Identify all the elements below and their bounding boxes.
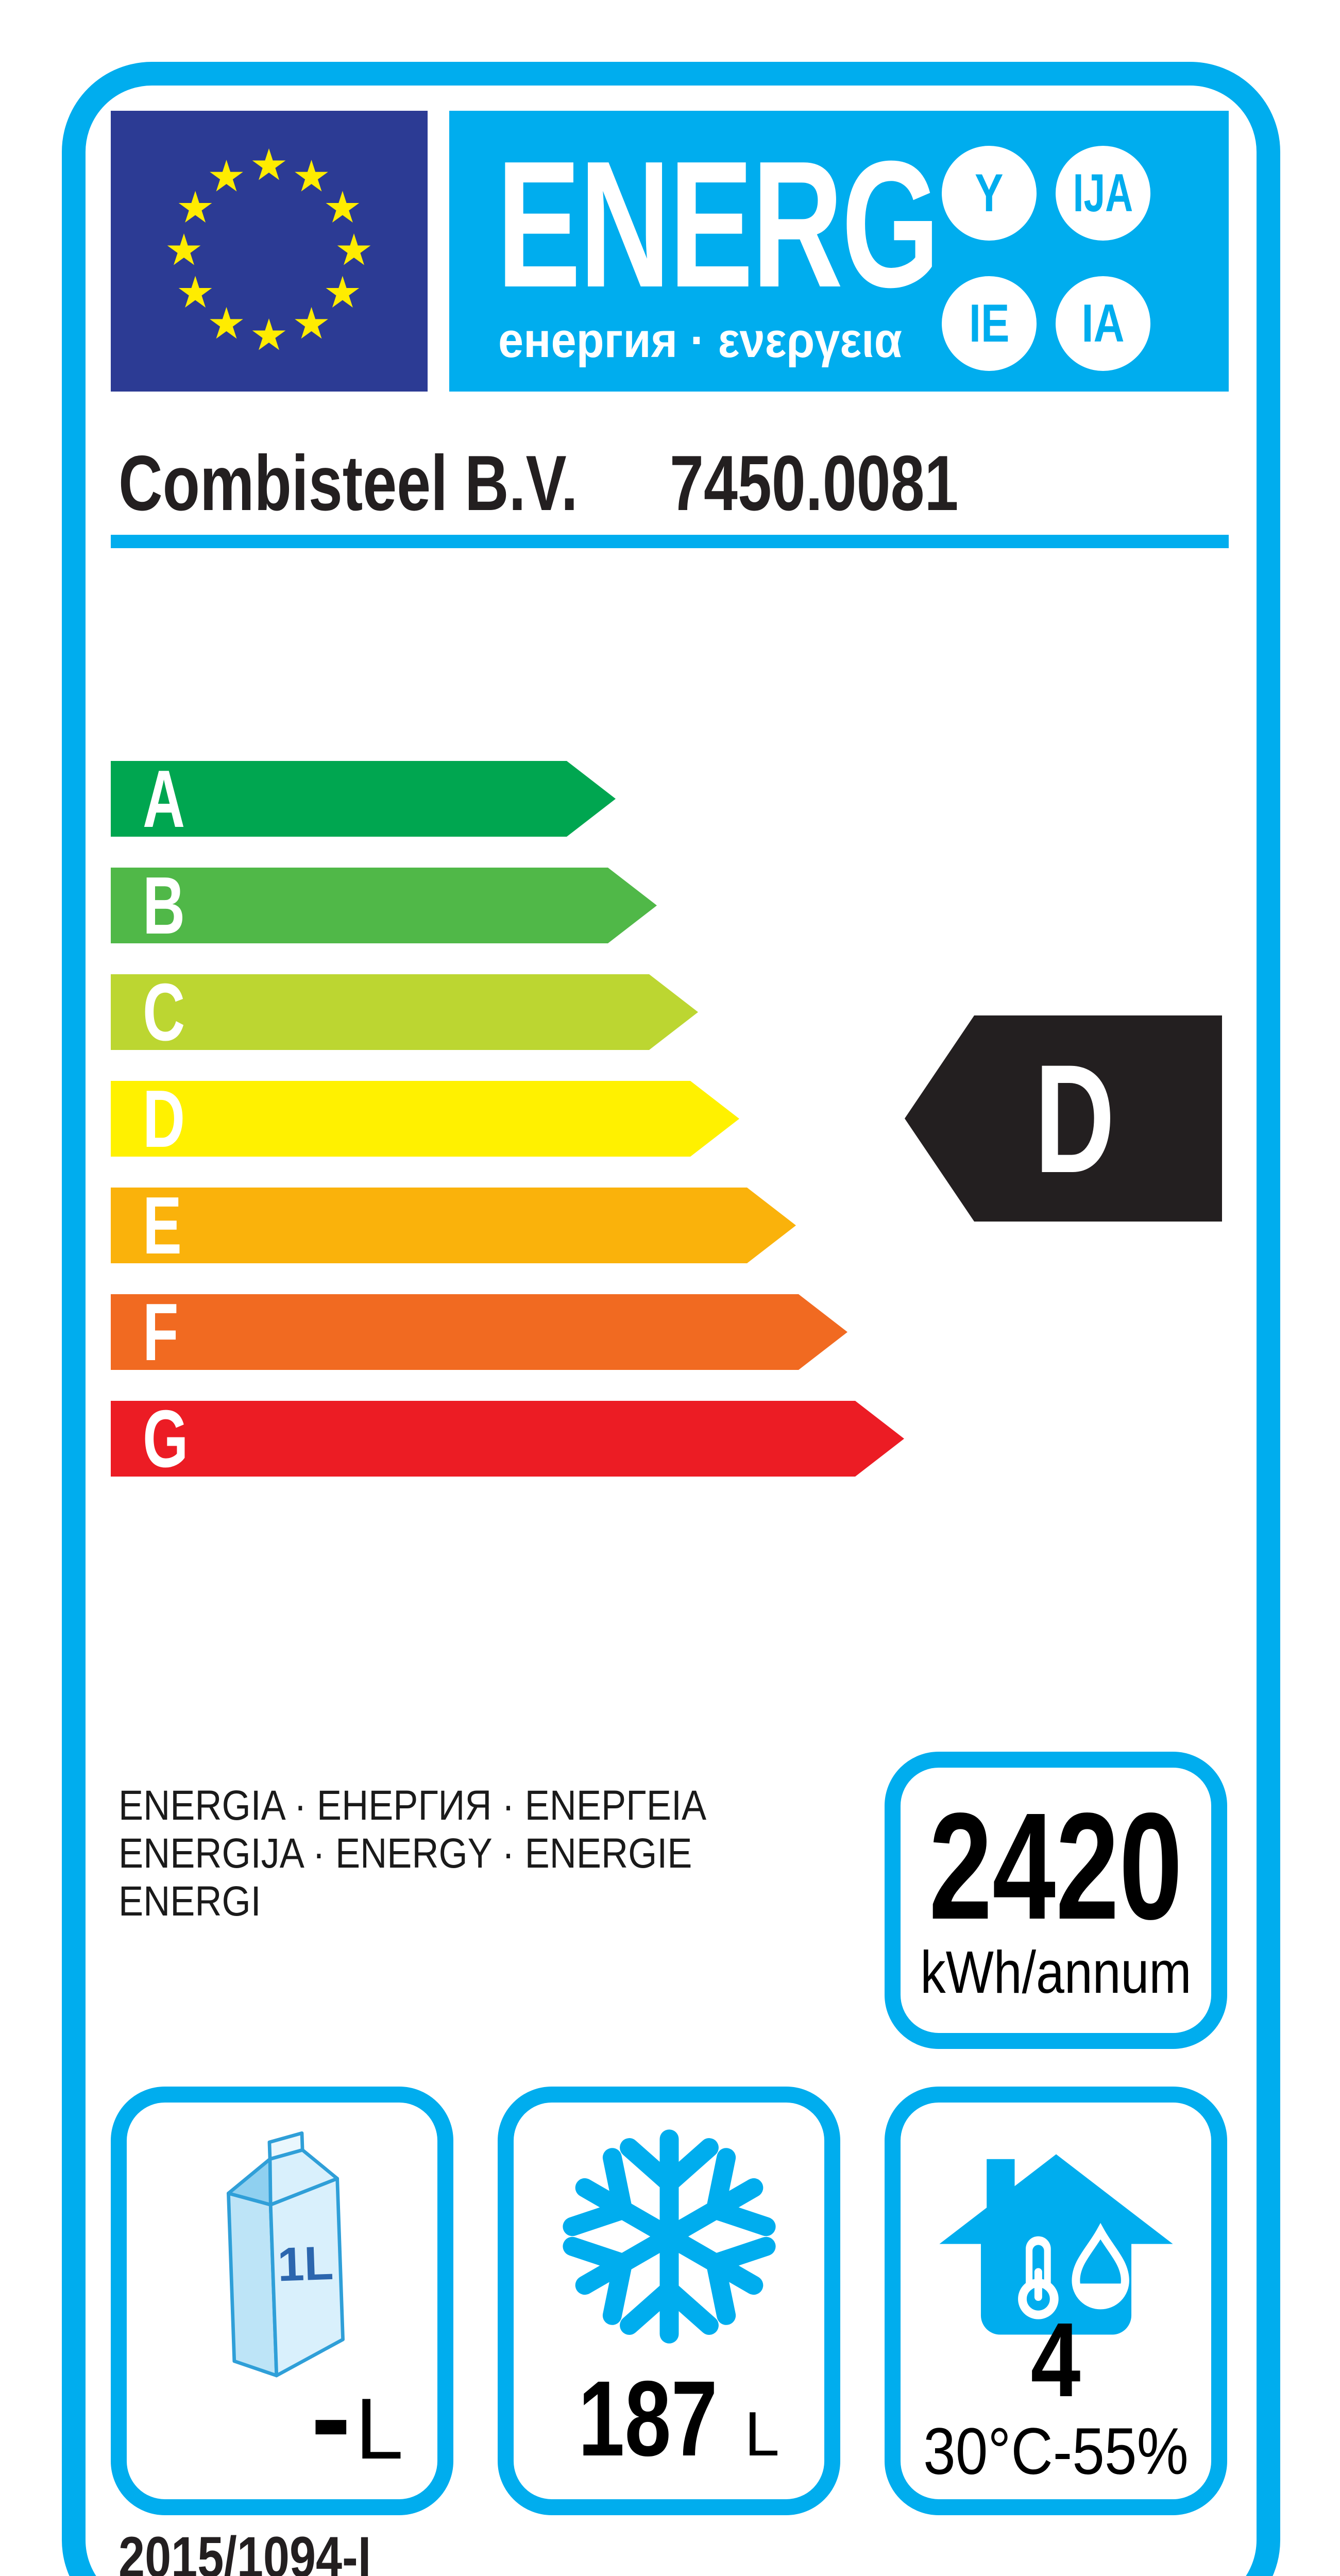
rating-arrow-c: C [111,974,698,1050]
carton-volume-label: 1L [277,2236,334,2292]
model-identifier: 7450.0081 [670,439,959,527]
eu-stars-icon [167,148,371,350]
energ-banner: ENERG енергия · ενεργεια Y IJA IE IA [449,111,1229,392]
rating-arrow-e: E [111,1188,796,1263]
suffix-oval-ie: IE [942,276,1037,371]
regulation-reference: 2015/1094-I [118,2525,371,2576]
climate-class-box: 4 30°C-55% [885,2087,1227,2515]
freezer-volume-box: 187 L [498,2087,840,2515]
climate-condition: 30°C-55% [923,2415,1189,2488]
suffix-oval-ija: IJA [1056,146,1150,241]
rating-arrow-f: F [111,1294,847,1370]
header-divider [111,535,1229,548]
rating-arrow-a: A [111,761,616,837]
rating-arrow-g: G [111,1401,904,1477]
energ-wordmark: ENERG [497,124,940,325]
supplier-name: Combisteel B.V. [118,439,578,527]
energ-subtitle: енергия · ενεργεια [498,313,903,368]
fridge-volume-unit: L [355,2380,403,2477]
annual-consumption-box: 2420 kWh/annum [885,1752,1227,2049]
label-frame [62,62,1280,2576]
consumption-value: 2420 [929,1781,1183,1951]
freezer-volume-value: 187 L [514,2358,824,2481]
snowflake-icon [562,2129,776,2344]
fridge-volume-value: - L [311,2349,403,2484]
energy-words: ENERGIA · ЕНЕРГИЯ · ENEPΓEIA ENERGIJA · … [118,1782,707,1925]
freezer-volume-number: 187 [578,2359,718,2479]
freezer-volume-unit: L [744,2399,779,2469]
rating-arrow-b: B [111,868,657,943]
milk-carton-icon: 1L [226,2131,345,2378]
eu-flag [111,111,428,392]
suffix-oval-y: Y [942,146,1037,241]
climate-class-value: 4 [1031,2301,1081,2419]
house-thermometer-droplet-icon [939,2154,1173,2335]
fridge-volume-box: 1L - L [111,2087,453,2515]
rating-arrow-d: D [111,1081,739,1157]
suffix-oval-ia: IA [1056,276,1150,371]
consumption-unit: kWh/annum [920,1938,1192,2006]
current-class-indicator: D [905,1015,1222,1222]
